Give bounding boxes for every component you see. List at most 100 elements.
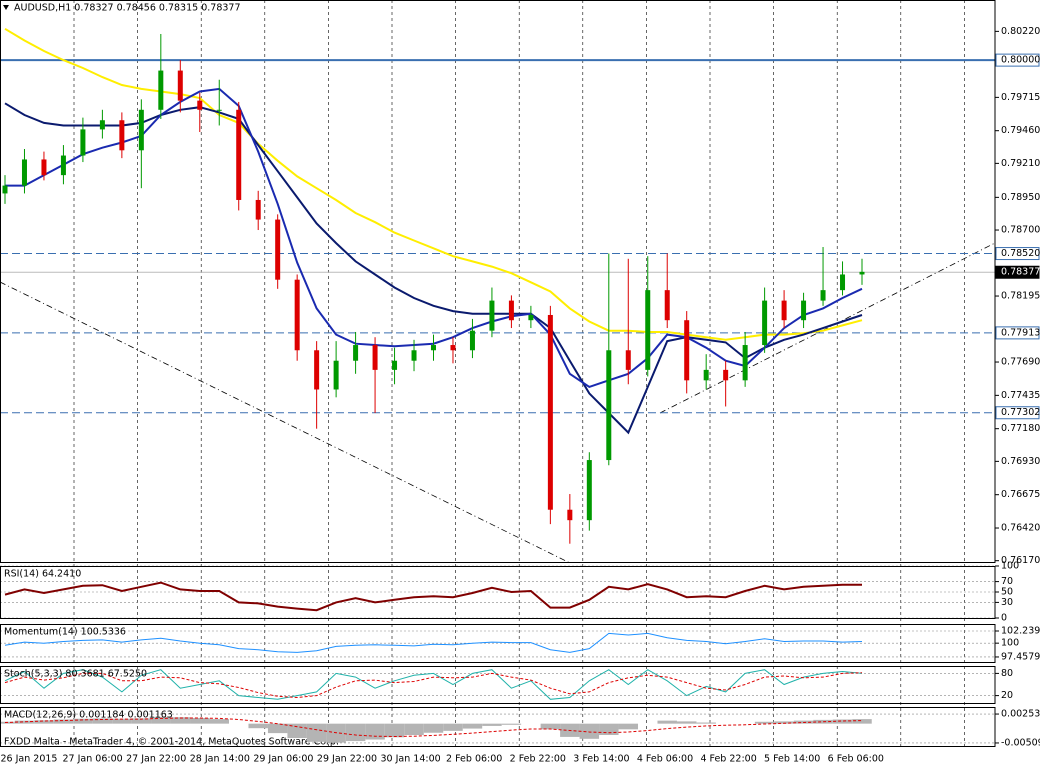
x-tick-label: 29 Jan 06:00: [253, 754, 313, 765]
histogram-bar: [248, 723, 268, 729]
histogram-bar: [501, 723, 522, 725]
indicator-line: [4, 27, 863, 341]
histogram-bar: [34, 720, 54, 724]
histogram-bar: [599, 723, 619, 736]
candle-body: [372, 345, 378, 370]
trend-line: [659, 242, 996, 414]
candle-body: [469, 330, 475, 351]
indicator-line: [4, 669, 863, 700]
y-tick-label: -0.005097: [1001, 737, 1040, 748]
x-tick-label: 3 Feb 14:00: [573, 754, 629, 765]
x-tick-label: 26 Jan 2015: [1, 754, 58, 765]
histogram-bar: [209, 719, 229, 724]
candle-body: [236, 109, 242, 200]
candle-body: [411, 350, 417, 361]
candle-body: [138, 109, 144, 151]
candle-body: [567, 509, 573, 521]
candle-body: [625, 350, 631, 370]
pane-title: Momentum(14) 100.5336: [4, 627, 126, 638]
x-tick-label: 27 Jan 22:00: [126, 754, 186, 765]
y-tick-label: 0: [1001, 613, 1007, 624]
y-tick-label: 100: [1001, 561, 1019, 572]
histogram-bar: [404, 723, 424, 736]
y-tick-label: 97.4579: [1001, 651, 1040, 662]
candle-body: [216, 109, 222, 111]
histogram-bar: [112, 718, 132, 724]
price-label: 0.77913: [1001, 327, 1040, 338]
histogram-bar: [384, 723, 405, 738]
candle-body: [314, 350, 320, 390]
pane-frame: [0, 666, 996, 704]
y-tick-label: 0.78700: [1001, 225, 1040, 236]
price-label-box: [995, 53, 1040, 67]
y-tick-label: 0.77690: [1001, 357, 1040, 368]
x-tick-label: 2 Feb 06:00: [446, 754, 502, 765]
pane-title: AUDUSD,H1 0.78327 0.78456 0.78315 0.7837…: [14, 3, 241, 14]
y-tick-label: 20: [1001, 690, 1013, 701]
indicator-line: [4, 717, 863, 738]
x-tick-label: 4 Feb 06:00: [637, 754, 693, 765]
candle-body: [431, 345, 436, 351]
footer: FXDD Malta - MetaTrader 4, © 2001-2014, …: [4, 737, 339, 748]
candle-body: [450, 345, 456, 351]
price-label: 0.77302: [1001, 407, 1040, 418]
price-label: 0.80000: [1001, 55, 1040, 66]
histogram-bar: [832, 719, 853, 724]
x-tick-label: 27 Jan 06:00: [63, 754, 123, 765]
candle-body: [60, 155, 66, 176]
y-tick-label: 100: [1001, 638, 1019, 649]
candle-body: [294, 279, 300, 351]
candle-body: [353, 345, 359, 361]
candle-body: [119, 120, 125, 151]
candle-body: [723, 369, 729, 381]
histogram-bar: [131, 718, 152, 724]
candle-body: [489, 300, 495, 331]
histogram-bar: [73, 718, 93, 724]
price-label: 0.78377: [1001, 267, 1040, 278]
histogram-bar: [443, 723, 463, 731]
histogram-bar: [190, 717, 210, 724]
histogram-bar: [696, 722, 716, 724]
x-tick-label: 30 Jan 14:00: [381, 754, 441, 765]
indicator-line: [4, 581, 862, 612]
y-tick-label: 0.76170: [1001, 555, 1040, 566]
price-label-box: [995, 406, 1040, 420]
x-tick-label: 6 Feb 06:00: [828, 754, 884, 765]
pane-frame: [0, 707, 996, 747]
pane-title: MACD(12,26,9) 0.001184 0.001163: [4, 710, 173, 721]
y-tick-label: 102.2398: [1001, 626, 1040, 637]
price-label-box: [995, 265, 1040, 279]
candle-body: [177, 70, 183, 101]
x-tick-label: 28 Jan 14:00: [190, 754, 250, 765]
candle-body: [859, 271, 865, 275]
histogram-bar: [579, 723, 600, 739]
price-label-box: [995, 247, 1040, 261]
histogram-bar: [365, 723, 385, 740]
y-tick-label: 50: [1001, 587, 1013, 598]
candle-body: [703, 369, 709, 381]
x-tick-label: 2 Feb 22:00: [510, 754, 566, 765]
candle-body: [508, 300, 514, 321]
histogram-bar: [676, 721, 697, 724]
histogram-bar: [423, 723, 444, 733]
y-tick-label: 0.79460: [1001, 125, 1040, 136]
histogram-bar: [482, 723, 502, 726]
trend-lines: [0, 242, 996, 564]
candle-body: [547, 314, 553, 510]
price-label: 0.78520: [1001, 248, 1040, 259]
candle-body: [2, 185, 8, 194]
candle-body: [41, 159, 47, 176]
pane-title: RSI(14) 64.2410: [4, 569, 81, 580]
histogram-bar: [813, 719, 833, 724]
pane-title: Stoch(5,3,3) 80.3681 67.5250: [4, 669, 147, 680]
histogram-bar: [852, 719, 872, 724]
histogram-bar: [345, 723, 366, 742]
histogram-bar: [92, 718, 113, 724]
candle-body: [275, 219, 281, 280]
indicator-line: [4, 632, 863, 653]
candle-body: [528, 314, 534, 321]
candle-body: [645, 290, 651, 370]
y-tick-label: 0.77435: [1001, 390, 1040, 401]
candle-body: [586, 460, 592, 521]
y-tick-label: 0.002539: [1001, 709, 1040, 720]
